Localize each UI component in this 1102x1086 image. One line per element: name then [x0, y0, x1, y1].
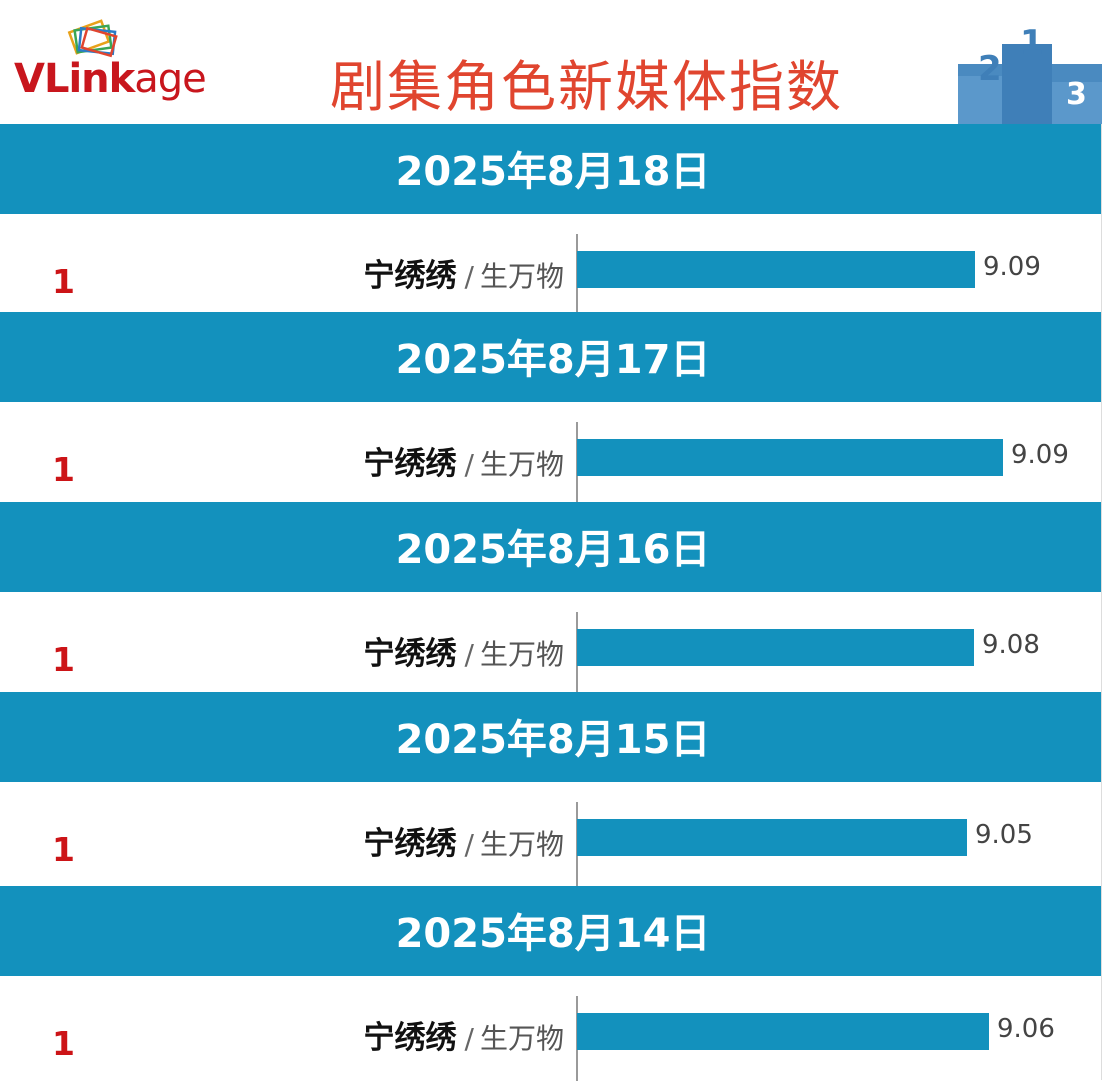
label-separator: / [464, 828, 474, 861]
logo-cards-icon [67, 19, 118, 58]
bar [577, 629, 974, 666]
podium-icon: 2 1 3 [958, 23, 1102, 124]
logo-text-bold: VLink [14, 56, 135, 102]
bar [577, 819, 967, 856]
ranking-chart: 2025年8月18日 1 宁绣绣 / 生万物 9.09 2025年8月17日 1 宁绣绣 / 生万物… [0, 124, 1102, 1086]
chart-row: 1 宁绣绣 / 生万物 9.08 [0, 592, 1102, 697]
show-name: 生万物 [479, 638, 564, 671]
date-label: 2025年8月17日 [395, 337, 711, 383]
bar-value-label: 9.08 [982, 630, 1040, 660]
date-label: 2025年8月14日 [395, 911, 711, 957]
rank-number: 1 [52, 1024, 75, 1063]
chart-row: 1 宁绣绣 / 生万物 9.06 [0, 976, 1102, 1086]
role-name: 宁绣绣 [363, 636, 457, 672]
bar-category-label: 宁绣绣 / 生万物 [364, 818, 564, 863]
podium-digit-3: 3 [1066, 77, 1087, 112]
date-label: 2025年8月16日 [395, 527, 711, 573]
role-name: 宁绣绣 [363, 826, 457, 862]
logo-text: VLinkage [14, 56, 207, 102]
logo-text-rest: age [134, 56, 207, 102]
show-name: 生万物 [479, 448, 564, 481]
rank-number: 1 [52, 450, 75, 489]
label-separator: / [464, 638, 474, 671]
rank-number: 1 [52, 830, 75, 869]
show-name: 生万物 [479, 828, 564, 861]
label-separator: / [464, 448, 474, 481]
show-name: 生万物 [479, 1022, 564, 1055]
podium-digit-2: 2 [978, 49, 1002, 89]
bar-category-label: 宁绣绣 / 生万物 [364, 628, 564, 673]
bar-category-label: 宁绣绣 / 生万物 [364, 250, 564, 295]
date-label: 2025年8月15日 [395, 717, 711, 763]
bar [577, 1013, 989, 1050]
podium-digit-1: 1 [1020, 23, 1044, 63]
chart-row: 1 宁绣绣 / 生万物 9.09 [0, 214, 1102, 319]
bar [577, 439, 1003, 476]
date-band: 2025年8月14日 [0, 886, 1102, 976]
page-title: 剧集角色新媒体指数 [330, 55, 844, 119]
date-band: 2025年8月15日 [0, 692, 1102, 782]
bar-category-label: 宁绣绣 / 生万物 [364, 438, 564, 483]
date-band: 2025年8月18日 [0, 124, 1102, 214]
rank-number: 1 [52, 640, 75, 679]
date-band: 2025年8月17日 [0, 312, 1102, 402]
bar-value-label: 9.09 [1011, 440, 1069, 470]
date-band: 2025年8月16日 [0, 502, 1102, 592]
bar-value-label: 9.05 [975, 820, 1033, 850]
vlinkage-logo: VLinkage [10, 10, 250, 102]
bar-value-label: 9.06 [997, 1014, 1055, 1044]
chart-row: 1 宁绣绣 / 生万物 9.09 [0, 402, 1102, 507]
date-label: 2025年8月18日 [395, 149, 711, 195]
role-name: 宁绣绣 [363, 258, 457, 294]
rank-number: 1 [52, 262, 75, 301]
header: VLinkage 剧集角色新媒体指数 2 1 3 [0, 0, 1102, 124]
bar-category-label: 宁绣绣 / 生万物 [364, 1012, 564, 1057]
bar [577, 251, 975, 288]
label-separator: / [464, 260, 474, 293]
show-name: 生万物 [479, 260, 564, 293]
role-name: 宁绣绣 [363, 1020, 457, 1056]
chart-row: 1 宁绣绣 / 生万物 9.05 [0, 782, 1102, 887]
label-separator: / [464, 1022, 474, 1055]
bar-value-label: 9.09 [983, 252, 1041, 282]
role-name: 宁绣绣 [363, 446, 457, 482]
